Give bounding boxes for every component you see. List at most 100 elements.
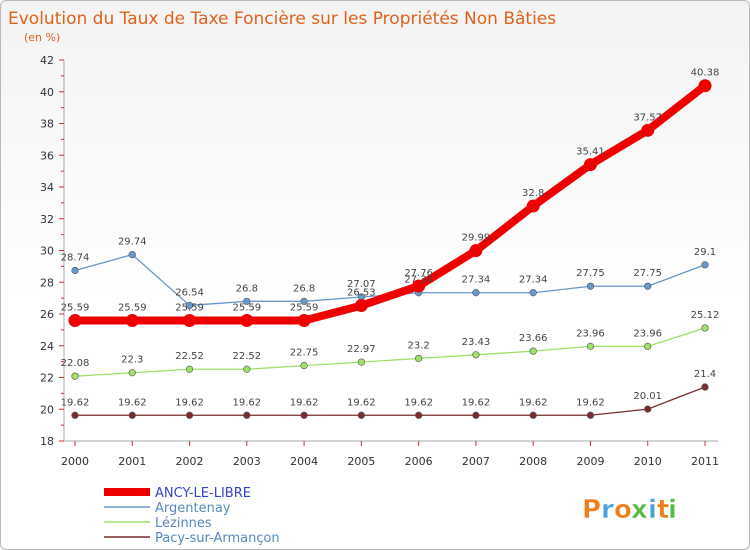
legend-label: Pacy-sur-Armançon — [155, 531, 280, 546]
data-point — [529, 289, 537, 297]
y-tick-label: 38 — [40, 118, 54, 131]
data-point — [469, 244, 483, 258]
data-point — [183, 314, 197, 328]
logo-letter: r — [601, 495, 614, 525]
logo-letter: x — [631, 495, 648, 525]
data-point — [644, 405, 652, 413]
data-label: 22.52 — [232, 351, 261, 362]
data-label: 27.76 — [404, 268, 433, 279]
data-label: 25.59 — [290, 303, 319, 314]
data-label: 19.62 — [290, 397, 319, 408]
chart-subtitle: (en %) — [24, 31, 60, 44]
data-point — [529, 347, 537, 355]
x-tick-label: 2001 — [118, 455, 146, 468]
series-line-l-zinnes — [74, 327, 706, 377]
data-point — [529, 411, 537, 419]
data-point — [300, 411, 308, 419]
data-label: 22.52 — [175, 351, 204, 362]
data-label: 40.38 — [691, 68, 720, 79]
logo-letter: i — [648, 495, 657, 525]
data-label: 32.8 — [522, 188, 544, 199]
data-point — [412, 279, 426, 293]
data-point — [586, 411, 595, 419]
data-label: 29.1 — [694, 247, 716, 258]
data-point — [698, 79, 712, 93]
data-label: 19.62 — [347, 397, 376, 408]
series-line-ancy-le-libre — [71, 81, 709, 325]
y-tick-label: 30 — [40, 245, 54, 258]
data-point — [243, 411, 251, 419]
series-group — [68, 79, 712, 419]
data-point — [701, 261, 709, 269]
data-point — [300, 361, 308, 370]
data-point — [415, 411, 423, 419]
data-point — [71, 266, 79, 275]
y-tick-label: 34 — [40, 181, 54, 194]
data-point — [644, 342, 652, 350]
data-label: 26.53 — [347, 288, 376, 299]
legend-label: ANCY-LE-LIBRE — [155, 486, 251, 501]
data-point — [243, 365, 251, 373]
data-label: 25.59 — [175, 303, 204, 314]
data-point — [415, 354, 423, 363]
data-label: 19.62 — [462, 397, 491, 408]
data-point — [641, 123, 655, 137]
data-point — [583, 158, 597, 172]
data-label: 26.54 — [175, 287, 204, 298]
data-label: 25.12 — [691, 310, 720, 321]
data-point — [472, 289, 480, 297]
data-point — [128, 411, 136, 419]
data-label: 19.62 — [519, 397, 548, 408]
data-point — [357, 411, 365, 419]
data-point — [128, 251, 136, 259]
y-tick-label: 24 — [40, 340, 54, 353]
data-label: 19.62 — [175, 397, 204, 408]
data-point — [472, 411, 480, 419]
logo-letter: t — [657, 495, 669, 525]
data-label: 26.8 — [236, 283, 258, 294]
y-tick-label: 36 — [40, 149, 54, 162]
data-label: 19.62 — [232, 397, 261, 408]
data-label: 37.57 — [633, 112, 662, 123]
data-label: 35.41 — [576, 147, 605, 158]
data-label: 20.01 — [633, 391, 662, 402]
data-point — [185, 365, 194, 373]
data-label: 22.75 — [290, 348, 319, 359]
y-tick-label: 42 — [40, 54, 54, 67]
y-tick-label: 22 — [40, 372, 54, 385]
legend-label: Lézinnes — [155, 516, 212, 531]
data-label: 19.62 — [118, 397, 147, 408]
data-label: 25.59 — [232, 303, 261, 314]
x-tick-label: 2011 — [691, 455, 719, 468]
data-label: 27.34 — [462, 275, 491, 286]
data-label: 27.75 — [576, 268, 605, 279]
data-point — [243, 297, 251, 305]
data-point — [472, 351, 480, 359]
data-label: 22.3 — [121, 355, 143, 366]
x-tick-label: 2009 — [576, 455, 604, 468]
data-point — [125, 314, 139, 328]
y-tick-label: 32 — [40, 213, 54, 226]
data-point — [68, 314, 82, 328]
y-tick-label: 28 — [40, 276, 54, 289]
data-point — [71, 411, 79, 419]
data-label: 23.66 — [519, 333, 548, 344]
data-label: 21.4 — [694, 369, 716, 380]
data-point — [300, 297, 308, 305]
data-label: 28.74 — [61, 253, 90, 264]
data-point — [297, 314, 311, 328]
data-label: 27.07 — [347, 279, 376, 290]
data-label: 27.75 — [633, 268, 662, 279]
data-point — [526, 199, 540, 213]
data-point — [701, 383, 709, 391]
y-tick-label: 18 — [40, 435, 54, 448]
x-tick-label: 2010 — [634, 455, 662, 468]
data-point — [586, 282, 595, 290]
data-label: 23.96 — [576, 328, 605, 339]
x-tick-label: 2004 — [290, 455, 318, 468]
x-tick-label: 2006 — [405, 455, 433, 468]
data-label: 19.62 — [576, 397, 605, 408]
